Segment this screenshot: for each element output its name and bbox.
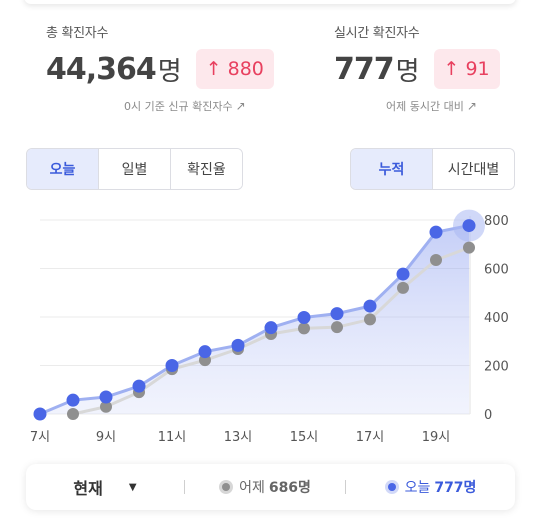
today-point xyxy=(429,225,443,239)
yesterday-point xyxy=(331,321,343,334)
realtime-confirmed-label: 실시간 확진자수 xyxy=(334,26,420,41)
today-point xyxy=(363,299,377,313)
total-confirmed-stat: 총 확진자수 44,364 명 ↑ 880 xyxy=(46,22,274,89)
divider xyxy=(345,480,346,494)
today-point xyxy=(396,267,410,281)
y-tick-label: 400 xyxy=(484,311,509,326)
x-tick-label: 13시 xyxy=(224,430,253,445)
caret-down-icon: ▼ xyxy=(128,481,137,493)
today-point xyxy=(165,359,179,372)
gray-dot-icon xyxy=(219,480,234,494)
total-confirmed-value: 44,364 xyxy=(46,51,157,87)
arrow-up-icon: ↑ xyxy=(205,58,222,80)
today-point xyxy=(198,345,212,359)
yesterday-point xyxy=(463,241,475,254)
tab-today[interactable]: 오늘 xyxy=(27,149,99,189)
legend-today-value: 777명 xyxy=(434,480,477,496)
curved-arrow-icon: ↗ xyxy=(466,99,477,113)
tab-daily[interactable]: 일별 xyxy=(99,149,171,189)
tab-positive-rate[interactable]: 확진율 xyxy=(171,149,242,189)
today-point xyxy=(33,407,47,421)
today-area xyxy=(40,225,469,414)
realtime-confirmed-unit: 명 xyxy=(395,56,420,87)
arrow-up-icon: ↑ xyxy=(443,58,460,80)
top-card-edge xyxy=(0,0,540,8)
realtime-delta-badge: ↑ 91 xyxy=(433,49,500,89)
time-select-label: 현재 xyxy=(73,479,103,498)
y-tick-label: 200 xyxy=(484,360,509,375)
realtime-delta-value: 91 xyxy=(465,58,490,80)
yesterday-point xyxy=(364,313,376,326)
yesterday-point xyxy=(430,254,442,267)
blue-dot-icon xyxy=(384,480,399,494)
total-note-text: 0시 기준 신규 확진자수 xyxy=(124,100,233,113)
yesterday-point xyxy=(298,322,310,335)
y-tick-label: 0 xyxy=(484,408,492,423)
total-delta-value: 880 xyxy=(227,58,264,80)
yesterday-point xyxy=(397,281,409,294)
yesterday-point xyxy=(67,408,79,420)
yesterday-point xyxy=(100,400,112,413)
today-point xyxy=(231,338,245,352)
curved-arrow-icon: ↗ xyxy=(235,99,246,113)
total-confirmed-unit: 명 xyxy=(157,56,182,87)
legend-bar: 현재 ▼ 어제 686명 오늘 777명 xyxy=(26,464,515,510)
legend-yesterday: 어제 686명 xyxy=(185,477,345,497)
period-tabs: 오늘 일별 확진율 xyxy=(26,148,243,190)
x-tick-label: 9시 xyxy=(96,430,116,445)
total-delta-badge: ↑ 880 xyxy=(195,49,274,89)
legend-yesterday-label: 어제 xyxy=(239,480,265,496)
realtime-note-text: 어제 동시간 대비 xyxy=(386,100,464,113)
realtime-confirmed-value: 777 xyxy=(334,51,395,87)
x-tick-label: 17시 xyxy=(356,430,385,445)
today-point xyxy=(330,307,344,321)
x-tick-label: 19시 xyxy=(422,430,451,445)
cumulative-line-chart: 0 200 400 600 800 7시 9시 11시 13시 15시 17시 19시 xyxy=(30,209,509,445)
legend-yesterday-value: 686명 xyxy=(268,480,311,496)
today-point xyxy=(297,310,311,324)
y-tick-label: 800 xyxy=(484,214,509,229)
today-point xyxy=(66,393,80,407)
mode-tabs: 누적 시간대별 xyxy=(350,148,515,190)
total-confirmed-label: 총 확진자수 xyxy=(46,26,109,41)
legend-today-label: 오늘 xyxy=(404,480,431,496)
realtime-note[interactable]: 어제 동시간 대비 ↗ xyxy=(386,98,477,114)
tab-hourly[interactable]: 시간대별 xyxy=(433,149,514,189)
x-tick-label: 11시 xyxy=(158,430,187,445)
today-point xyxy=(132,379,146,393)
tab-cumulative[interactable]: 누적 xyxy=(351,149,433,189)
y-tick-label: 600 xyxy=(484,263,509,278)
today-point xyxy=(99,390,113,404)
realtime-confirmed-stat: 실시간 확진자수 777 명 ↑ 91 xyxy=(334,22,500,89)
x-tick-label: 15시 xyxy=(290,430,319,445)
total-note[interactable]: 0시 기준 신규 확진자수 ↗ xyxy=(124,98,246,114)
today-point xyxy=(462,219,476,233)
legend-today: 오늘 777명 xyxy=(346,477,515,497)
today-point xyxy=(264,321,278,335)
x-tick-label: 7시 xyxy=(30,430,50,445)
divider xyxy=(184,480,185,494)
time-select[interactable]: 현재 ▼ xyxy=(26,475,184,499)
